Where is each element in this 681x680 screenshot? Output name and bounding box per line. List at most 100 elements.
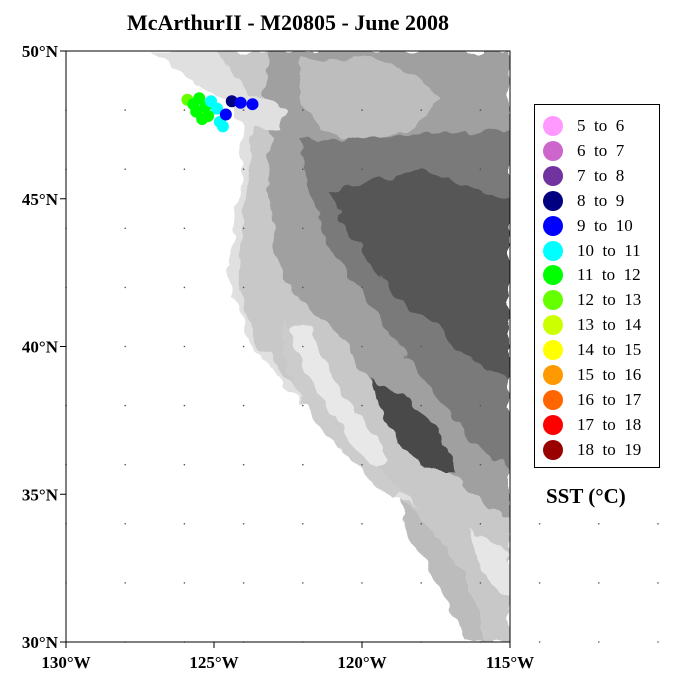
legend-item: 18 to 19 xyxy=(543,439,658,461)
legend-swatch xyxy=(543,240,563,261)
legend-label: 12 to 13 xyxy=(577,290,642,310)
legend-item: 6 to 7 xyxy=(543,140,658,162)
graticule-dot xyxy=(420,168,423,170)
coast-south xyxy=(400,498,485,642)
graticule-dot xyxy=(124,345,126,348)
lat-label: 30°N xyxy=(22,633,59,652)
graticule-dot xyxy=(302,168,304,170)
graticule-dot xyxy=(242,286,245,289)
legend-swatch xyxy=(543,365,563,385)
legend-label: 17 to 18 xyxy=(577,414,642,434)
graticule-dot xyxy=(538,523,541,525)
graticule-dot xyxy=(183,463,186,466)
dark-valley xyxy=(370,380,455,470)
legend-label: 5 to 6 xyxy=(577,116,625,135)
legend-swatch xyxy=(543,414,563,435)
graticule-dot xyxy=(302,404,304,407)
legend-swatch xyxy=(543,116,563,136)
graticule-dot xyxy=(479,345,482,348)
graticule-dot xyxy=(183,345,186,348)
legend-swatch xyxy=(543,389,563,410)
graticule-dot xyxy=(124,286,126,289)
legend-label: 18 to 19 xyxy=(577,439,642,459)
central-valley-edge xyxy=(280,320,400,495)
lon-label: 130°W xyxy=(41,653,90,672)
graticule-dot xyxy=(124,168,126,170)
legend-label: 13 to 14 xyxy=(577,315,642,335)
graticule-dot xyxy=(361,109,363,111)
graticule-dot xyxy=(538,641,541,643)
sst-point xyxy=(234,96,247,109)
longitude-labels: 130°W 125°W 120°W 115°W xyxy=(41,653,534,672)
graticule-dot xyxy=(302,286,304,289)
legend-label: 10 to 11 xyxy=(577,240,641,260)
graticule-dot xyxy=(598,523,600,525)
graticule-dot xyxy=(420,523,423,525)
legend-label: 9 to 10 xyxy=(577,215,633,235)
graticule-dot xyxy=(124,109,126,111)
legend-swatch xyxy=(543,140,563,161)
legend-item: 14 to 15 xyxy=(543,339,658,361)
legend-swatch xyxy=(543,340,563,361)
legend-item: 13 to 14 xyxy=(543,314,658,336)
graticule-dot xyxy=(361,227,363,230)
graticule-dot xyxy=(657,582,659,584)
graticule-dot xyxy=(420,582,423,584)
graticule-dot xyxy=(242,463,245,466)
sst-point xyxy=(219,108,232,121)
legend-item: 7 to 8 xyxy=(543,165,658,187)
map-title: McArthurII - M20805 - June 2008 xyxy=(126,10,450,35)
legend-swatch xyxy=(543,315,563,336)
legend-item: 8 to 9 xyxy=(543,190,658,212)
graticule-dot xyxy=(361,404,363,407)
graticule-dot xyxy=(361,582,363,584)
graticule-dot xyxy=(124,523,126,525)
sst-legend: 5 to 6 6 to 7 7 to 8 8 to 9 9 to 10 10 to 11 1… xyxy=(534,104,660,468)
graticule-dot xyxy=(420,286,423,289)
units-label: SST (°C) xyxy=(546,484,626,508)
graticule-dot xyxy=(183,168,186,170)
latitude-labels: 50°N 45°N 40°N 35°N 30°N xyxy=(22,42,59,652)
legend-label: 6 to 7 xyxy=(577,140,625,160)
legend-swatch xyxy=(543,265,563,286)
legend-label: 15 to 16 xyxy=(577,365,642,384)
graticule-dot xyxy=(479,109,482,111)
northern-light-patch xyxy=(300,58,440,140)
sst-point xyxy=(225,95,238,108)
graticule-dot xyxy=(479,523,482,525)
sst-point xyxy=(216,120,229,133)
legend-label: 8 to 9 xyxy=(577,190,625,210)
graticule-dot xyxy=(242,109,245,111)
graticule-dot xyxy=(124,227,126,230)
graticule-dot xyxy=(302,227,304,230)
graticule-dot xyxy=(598,582,600,584)
graticule-dot xyxy=(538,582,541,584)
graticule-dot xyxy=(183,227,186,230)
legend-item: 15 to 16 xyxy=(543,364,658,386)
southern-desert xyxy=(470,530,510,600)
lon-label: 125°W xyxy=(189,653,238,672)
graticule-dot xyxy=(242,227,245,230)
darkest-terrain xyxy=(330,170,510,380)
graticule-dot xyxy=(361,345,363,348)
land-terrain xyxy=(150,51,510,642)
lat-label: 40°N xyxy=(22,338,59,357)
graticule-dot xyxy=(361,168,363,170)
lon-label: 115°W xyxy=(486,653,534,672)
graticule-dot xyxy=(420,404,423,407)
legend-swatch xyxy=(543,290,563,311)
legend-item: 5 to 6 xyxy=(543,115,658,137)
legend-swatch xyxy=(543,439,563,460)
graticule-dot xyxy=(302,523,304,525)
central-valley xyxy=(292,325,388,468)
graticule-dot xyxy=(657,641,659,643)
legend-item: 10 to 11 xyxy=(543,240,658,262)
legend-label: 11 to 12 xyxy=(577,265,641,285)
legend-item: 11 to 12 xyxy=(543,264,658,286)
sst-point xyxy=(193,92,206,105)
graticule-dot xyxy=(183,582,186,584)
lat-label: 45°N xyxy=(22,190,59,209)
sst-point xyxy=(196,112,209,125)
axis-ticks xyxy=(60,50,511,648)
